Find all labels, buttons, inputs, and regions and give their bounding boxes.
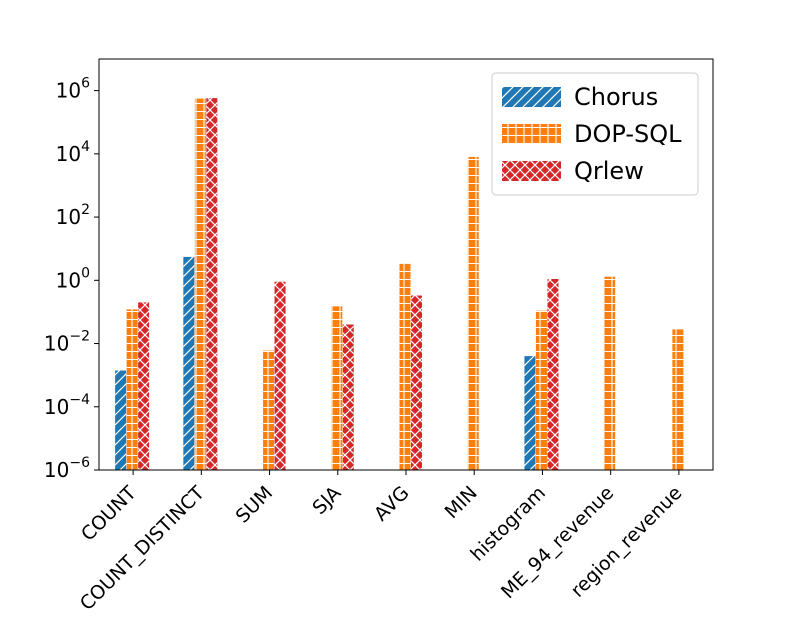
x-tick-label: AVG [370,482,413,525]
bar-qrlew-count-distinct [206,98,218,470]
bar-hatch [411,295,422,470]
legend-swatch-hatch [502,124,561,144]
bar-dop-sql-region-revenue [672,329,684,470]
bar-chorus-histogram [524,356,536,470]
bar-hatch [342,324,354,470]
y-tick-label: 106 [56,76,90,103]
bar-hatch [115,370,127,470]
bar-hatch [194,98,206,471]
bars [115,98,684,471]
y-tick-label: 10−6 [44,455,90,482]
y-tick-label: 104 [56,139,90,166]
legend-label: DOP-SQL [574,120,682,148]
bar-dop-sql-histogram [535,310,547,470]
bar-qrlew-histogram [547,278,559,470]
x-tick-label: COUNT [77,482,141,546]
bar-hatch [263,350,275,470]
legend-entry-chorus: Chorus [502,83,658,111]
bar-qrlew-count [138,302,150,470]
bar-hatch [604,276,616,470]
bar-chorus-count-distinct [183,256,195,470]
bar-dop-sql-avg [399,263,411,470]
bar-hatch [183,256,195,470]
legend: Chorus DOP-SQL Qrlew [491,72,699,196]
bar-hatch [126,309,138,470]
bar-qrlew-sja [342,324,354,470]
legend-swatch-hatch [502,161,561,181]
y-tick-label: 100 [56,265,90,292]
bar-hatch [399,263,411,470]
legend-label: Qrlew [574,157,644,185]
y-tick-label: 102 [56,202,90,229]
x-tick-label: MIN [441,482,482,523]
bar-dop-sql-sja [331,306,343,470]
legend-swatch-hatch [502,87,561,107]
x-tick-label: SUM [232,482,278,528]
legend-entry-qrlew: Qrlew [502,157,644,185]
bar-hatch [672,329,684,470]
bar-hatch [206,98,218,470]
bar-hatch [547,278,559,470]
legend-entry-dop-sql: DOP-SQL [502,120,682,148]
bar-hatch [331,306,343,470]
legend-label: Chorus [574,83,658,111]
bar-qrlew-sum [274,281,286,470]
bar-hatch [535,310,547,470]
bar-dop-sql-sum [263,350,275,470]
bar-dop-sql-min [467,156,479,470]
bar-dop-sql-count [126,309,138,470]
y-tick-label: 10−4 [44,392,90,419]
bar-hatch [274,281,286,470]
bar-hatch [524,356,536,470]
bar-dop-sql-me-94-revenue [604,276,616,470]
bar-chorus-count [115,370,127,470]
bar-qrlew-avg [411,295,422,470]
x-tick-label: SJA [308,482,345,519]
y-tick-label: 10−2 [44,329,90,356]
bar-dop-sql-count-distinct [194,98,206,471]
x-tick-label: COUNT_DISTINCT [76,482,209,615]
bar-hatch [467,156,479,470]
bar-hatch [138,302,150,470]
